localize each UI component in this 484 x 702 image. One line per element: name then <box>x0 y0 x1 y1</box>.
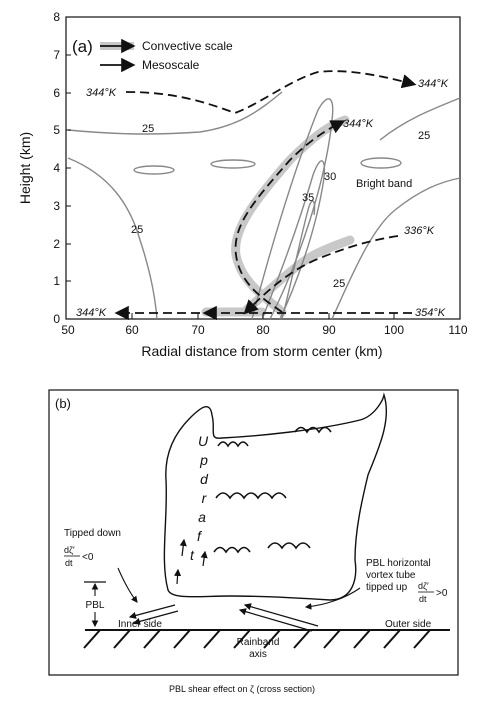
pbl-vortex-line: vortex tube <box>366 570 416 581</box>
panel-b: (b) U p d r a f t <box>48 389 459 676</box>
x-tick-label: 50 <box>61 323 75 337</box>
updraft-label: U p d r a f t <box>190 433 209 563</box>
contour-label: 25 <box>142 123 154 135</box>
figure-caption: PBL shear effect on ζ (cross section) <box>168 684 316 694</box>
cloud-scallops <box>213 426 332 554</box>
updraft-letter: d <box>200 471 209 487</box>
theta-label: 344°K <box>86 87 117 99</box>
inner-side-label: Inner side <box>118 619 162 630</box>
contour-label: 25 <box>418 130 430 142</box>
legend-convective-label: Convective scale <box>142 39 233 53</box>
panel-a-frame <box>65 16 461 320</box>
panel-a: 25 25 25 25 35 30 344°K 344°K 344°K 336°… <box>17 10 468 359</box>
panel-a-label: (a) <box>72 37 93 56</box>
theta-label: 344°K <box>76 307 107 319</box>
legend-mesoscale-label: Mesoscale <box>142 58 200 72</box>
y-tick-label: 4 <box>53 161 60 175</box>
derivative-denominator: dt <box>65 558 73 568</box>
y-tick-label: 5 <box>53 123 60 137</box>
contour-label: 35 <box>302 192 314 204</box>
x-tick-label: 100 <box>384 323 404 337</box>
pbl-vortex-label: PBL horizontal vortex tube tipped up <box>366 558 431 593</box>
pbl-vortex-line: PBL horizontal <box>366 558 431 569</box>
y-tick-label: 3 <box>53 199 60 213</box>
derivative-negative: dζ′ dt <0 <box>64 545 94 568</box>
cloud-outline <box>163 392 388 601</box>
panel-b-label: (b) <box>55 396 71 411</box>
y-tick-label: 1 <box>53 274 60 288</box>
ground-hatching <box>83 629 431 649</box>
x-tick-label: 80 <box>256 323 270 337</box>
derivative-positive-sign: >0 <box>436 588 448 599</box>
theta-label: 344°K <box>343 118 374 130</box>
contour-label: 25 <box>131 224 143 236</box>
theta-labels: 344°K 344°K 344°K 336°K 344°K 354°K <box>76 78 449 319</box>
updraft-letter: f <box>197 528 203 544</box>
y-tick-label: 6 <box>53 86 60 100</box>
contour-labels: 25 25 25 25 35 30 <box>131 123 430 290</box>
derivative-denominator: dt <box>419 594 427 604</box>
pbl-inflow-arrows <box>128 603 319 632</box>
derivative-positive: dζ′ dt >0 <box>418 581 448 604</box>
theta-label: 354°K <box>415 307 446 319</box>
panel-b-frame <box>48 389 459 676</box>
y-tick-label: 0 <box>53 312 60 326</box>
derivative-numerator: dζ′ <box>64 545 75 555</box>
tipped-down-label: Tipped down <box>64 528 121 539</box>
contour-label: 25 <box>333 278 345 290</box>
x-ticks: 50 60 70 80 90 100 110 <box>61 313 468 337</box>
y-ticks: 0 1 2 3 4 5 6 7 8 <box>53 10 71 326</box>
flow-arrows <box>114 70 417 321</box>
contour-lines <box>67 91 461 320</box>
updraft-letter: t <box>190 547 195 563</box>
outer-side-label: Outer side <box>385 619 432 630</box>
updraft-letter: r <box>202 490 208 506</box>
y-tick-label: 7 <box>53 48 60 62</box>
updraft-letter: a <box>198 509 206 525</box>
x-tick-label: 60 <box>125 323 139 337</box>
legend: (a) Convective scale Mesoscale <box>72 37 233 73</box>
x-tick-label: 110 <box>448 323 467 337</box>
x-tick-label: 90 <box>322 323 336 337</box>
theta-label: 336°K <box>404 225 435 237</box>
x-axis-label: Radial distance from storm center (km) <box>141 343 382 359</box>
contour-label: 30 <box>324 171 336 183</box>
derivative-numerator: dζ′ <box>418 581 429 591</box>
updraft-letter: U <box>198 433 209 449</box>
bright-band-label: Bright band <box>356 178 412 190</box>
rainband-axis-label: axis <box>249 649 267 660</box>
theta-label: 344°K <box>418 78 449 90</box>
updraft-letter: p <box>199 452 208 468</box>
pbl-marker: PBL <box>84 581 106 628</box>
updraft-arrows <box>173 538 208 585</box>
y-tick-label: 2 <box>53 237 60 251</box>
derivative-negative-sign: <0 <box>82 552 94 563</box>
rainband-axis-label: Rainband <box>237 637 280 648</box>
pointer-arrows <box>117 567 361 610</box>
x-tick-label: 70 <box>191 323 205 337</box>
pbl-vortex-line: tipped up <box>366 582 408 593</box>
pbl-label: PBL <box>86 600 105 611</box>
y-tick-label: 8 <box>53 10 60 24</box>
y-axis-label: Height (km) <box>17 132 33 204</box>
